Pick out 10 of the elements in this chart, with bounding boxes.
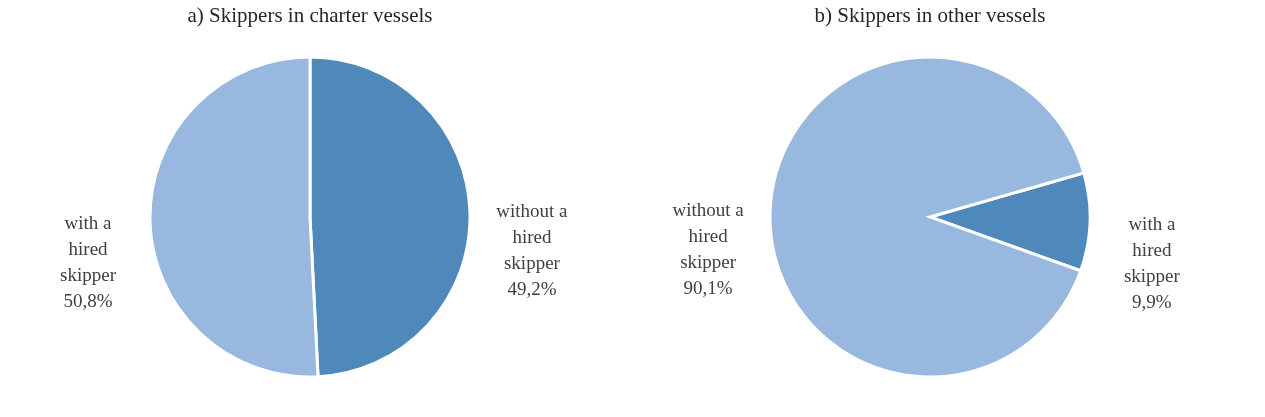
chart-title: a) Skippers in charter vessels <box>187 3 433 27</box>
data-label: 50,8% <box>63 289 113 311</box>
chart-title: b) Skippers in other vessels <box>814 3 1046 27</box>
slice-label: without a hired skipper <box>672 198 745 272</box>
data-label: 9,9% <box>1132 291 1172 313</box>
data-label: 90,1% <box>683 276 733 298</box>
data-label: 49,2% <box>507 278 557 300</box>
slice-label: with a hired skipper <box>60 211 117 285</box>
slice-label: without a hired skipper <box>496 200 569 274</box>
slice-label: with a hired skipper <box>1123 213 1181 287</box>
